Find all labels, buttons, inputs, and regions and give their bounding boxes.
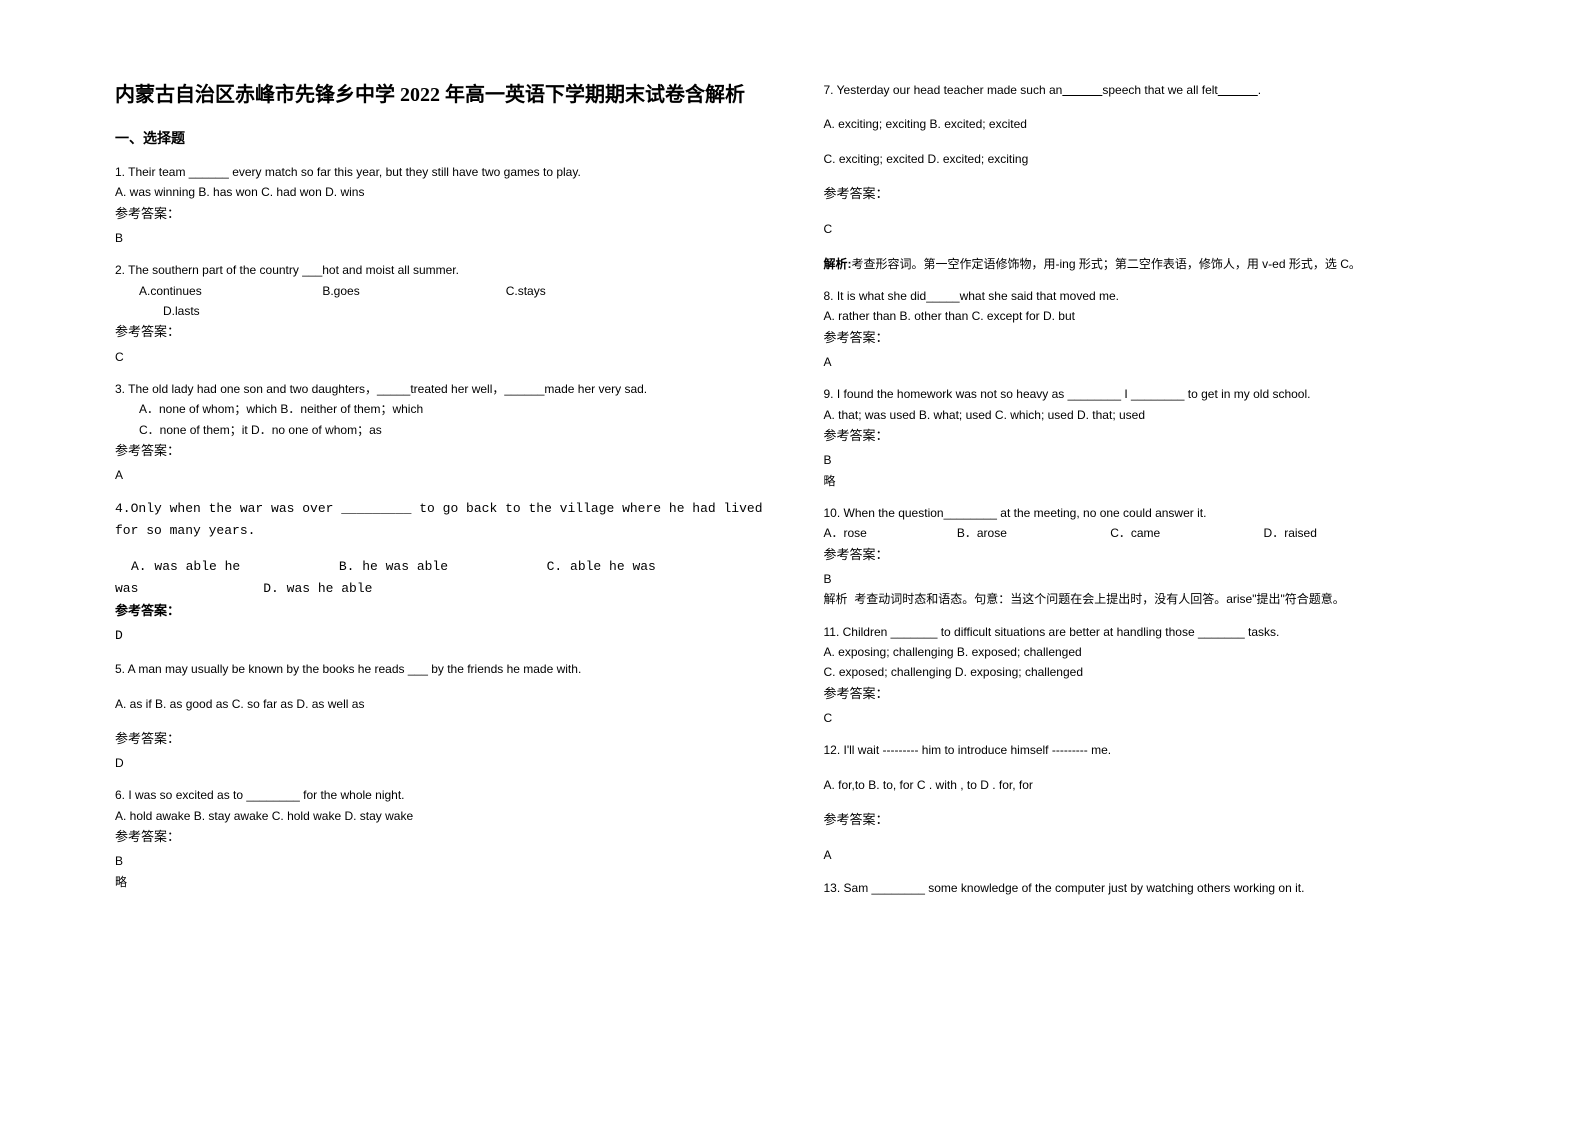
answer-label: 参考答案： xyxy=(115,321,764,343)
explain-text: 考查形容词。第一空作定语修饰物，用-ing 形式；第二空作表语，修饰人，用 v-… xyxy=(852,257,1361,271)
question-7: 7. Yesterday our head teacher made such … xyxy=(824,80,1473,274)
answer-value: B xyxy=(824,569,1473,589)
option-b: B. he was able xyxy=(339,556,539,578)
question-options-line1: A. exciting; exciting B. excited; excite… xyxy=(824,114,1473,134)
question-text: 8. It is what she did_____what she said … xyxy=(824,286,1473,306)
question-options: A. was winning B. has won C. had won D. … xyxy=(115,182,764,202)
answer-value: A xyxy=(115,465,764,485)
question-3: 3. The old lady had one son and two daug… xyxy=(115,379,764,486)
option-d: D. was he able xyxy=(263,581,372,596)
question-options-line1: A. exposing; challenging B. exposed; cha… xyxy=(824,642,1473,662)
question-options: A. for,to B. to, for C . with , to D . f… xyxy=(824,775,1473,795)
question-8: 8. It is what she did_____what she said … xyxy=(824,286,1473,372)
explain-text: 考查动词时态和语态。句意：当这个问题在会上提出时，没有人回答。arise"提出"… xyxy=(854,592,1345,606)
option-c: C.stays xyxy=(506,281,546,301)
option-c: C．came xyxy=(1110,523,1260,543)
left-column: 内蒙古自治区赤峰市先锋乡中学 2022 年高一英语下学期期末试卷含解析 一、选择… xyxy=(95,80,794,1082)
answer-label: 参考答案： xyxy=(824,327,1473,349)
answer-value: D xyxy=(115,625,764,647)
answer-label: 参考答案： xyxy=(115,728,764,750)
question-text: 1. Their team ______ every match so far … xyxy=(115,162,764,182)
question-text: 13. Sam ________ some knowledge of the c… xyxy=(824,878,1473,898)
question-text: 9. I found the homework was not so heavy… xyxy=(824,384,1473,404)
question-options: A. hold awake B. stay awake C. hold wake… xyxy=(115,806,764,826)
explain-prefix: 解析 xyxy=(824,592,848,606)
answer-label: 参考答案： xyxy=(824,683,1473,705)
explain-prefix: 解析: xyxy=(824,257,852,271)
answer-value: A xyxy=(824,352,1473,372)
option-b: B.goes xyxy=(322,281,502,301)
answer-value: B xyxy=(824,450,1473,470)
explanation: 解析:考查形容词。第一空作定语修饰物，用-ing 形式；第二空作表语，修饰人，用… xyxy=(824,254,1473,274)
option-a: A．rose xyxy=(824,523,954,543)
option-a: A.continues xyxy=(139,281,319,301)
question-4: 4.Only when the war was over _________ t… xyxy=(115,498,764,648)
exam-title: 内蒙古自治区赤峰市先锋乡中学 2022 年高一英语下学期期末试卷含解析 xyxy=(115,80,764,110)
question-options: A. was able he B. he was able C. able he… xyxy=(115,556,764,578)
option-d-line: was D. was he able xyxy=(115,578,764,600)
answer-label: 参考答案： xyxy=(824,425,1473,447)
question-options: A. as if B. as good as C. so far as D. a… xyxy=(115,694,764,714)
question-text: 10. When the question________ at the mee… xyxy=(824,503,1473,523)
option-b: B．arose xyxy=(957,523,1107,543)
answer-label: 参考答案： xyxy=(824,544,1473,566)
question-text: 5. A man may usually be known by the boo… xyxy=(115,659,764,679)
question-9: 9. I found the homework was not so heavy… xyxy=(824,384,1473,491)
question-5: 5. A man may usually be known by the boo… xyxy=(115,659,764,773)
question-12: 12. I'll wait --------- him to introduce… xyxy=(824,740,1473,865)
answer-value: D xyxy=(115,753,764,773)
option-d: D．raised xyxy=(1264,523,1317,543)
option-c: C. able he was xyxy=(547,556,656,578)
question-options-line2: C．none of them；it D．no one of whom；as xyxy=(115,420,764,440)
explanation: 解析 考查动词时态和语态。句意：当这个问题在会上提出时，没有人回答。arise"… xyxy=(824,589,1473,609)
answer-label: 参考答案： xyxy=(824,183,1473,205)
question-text: 4.Only when the war was over _________ t… xyxy=(115,498,764,542)
answer-value: A xyxy=(824,845,1473,865)
question-options-line1: A．none of whom；which B．neither of them；w… xyxy=(115,399,764,419)
omit-label: 略 xyxy=(824,471,1473,491)
question-10: 10. When the question________ at the mee… xyxy=(824,503,1473,610)
question-text: 12. I'll wait --------- him to introduce… xyxy=(824,740,1473,760)
question-text: 7. Yesterday our head teacher made such … xyxy=(824,80,1473,100)
question-options: A.continues B.goes C.stays xyxy=(115,281,764,301)
answer-value: C xyxy=(824,219,1473,239)
answer-label: 参考答案： xyxy=(115,600,764,622)
answer-label: 参考答案： xyxy=(115,440,764,462)
question-text: 3. The old lady had one son and two daug… xyxy=(115,379,764,399)
answer-label: 参考答案： xyxy=(115,203,764,225)
question-11: 11. Children _______ to difficult situat… xyxy=(824,622,1473,729)
right-column: 7. Yesterday our head teacher made such … xyxy=(794,80,1493,1082)
question-options: A. rather than B. other than C. except f… xyxy=(824,306,1473,326)
question-2: 2. The southern part of the country ___h… xyxy=(115,260,764,367)
question-text: 6. I was so excited as to ________ for t… xyxy=(115,785,764,805)
question-options-line2: C. exciting; excited D. excited; excitin… xyxy=(824,149,1473,169)
question-text: 2. The southern part of the country ___h… xyxy=(115,260,764,280)
question-options: A．rose B．arose C．came D．raised xyxy=(824,523,1473,543)
omit-label: 略 xyxy=(115,872,764,892)
answer-value: C xyxy=(824,708,1473,728)
answer-label: 参考答案： xyxy=(115,826,764,848)
answer-value: C xyxy=(115,347,764,367)
answer-label: 参考答案： xyxy=(824,809,1473,831)
answer-value: B xyxy=(115,851,764,871)
question-text: 11. Children _______ to difficult situat… xyxy=(824,622,1473,642)
question-options-line2: C. exposed; challenging D. exposing; cha… xyxy=(824,662,1473,682)
option-d: D.lasts xyxy=(115,301,764,321)
option-a: A. was able he xyxy=(131,556,331,578)
answer-value: B xyxy=(115,228,764,248)
question-options: A. that; was used B. what; used C. which… xyxy=(824,405,1473,425)
section-header: 一、选择题 xyxy=(115,128,764,148)
question-6: 6. I was so excited as to ________ for t… xyxy=(115,785,764,892)
question-13: 13. Sam ________ some knowledge of the c… xyxy=(824,878,1473,898)
question-1: 1. Their team ______ every match so far … xyxy=(115,162,764,248)
